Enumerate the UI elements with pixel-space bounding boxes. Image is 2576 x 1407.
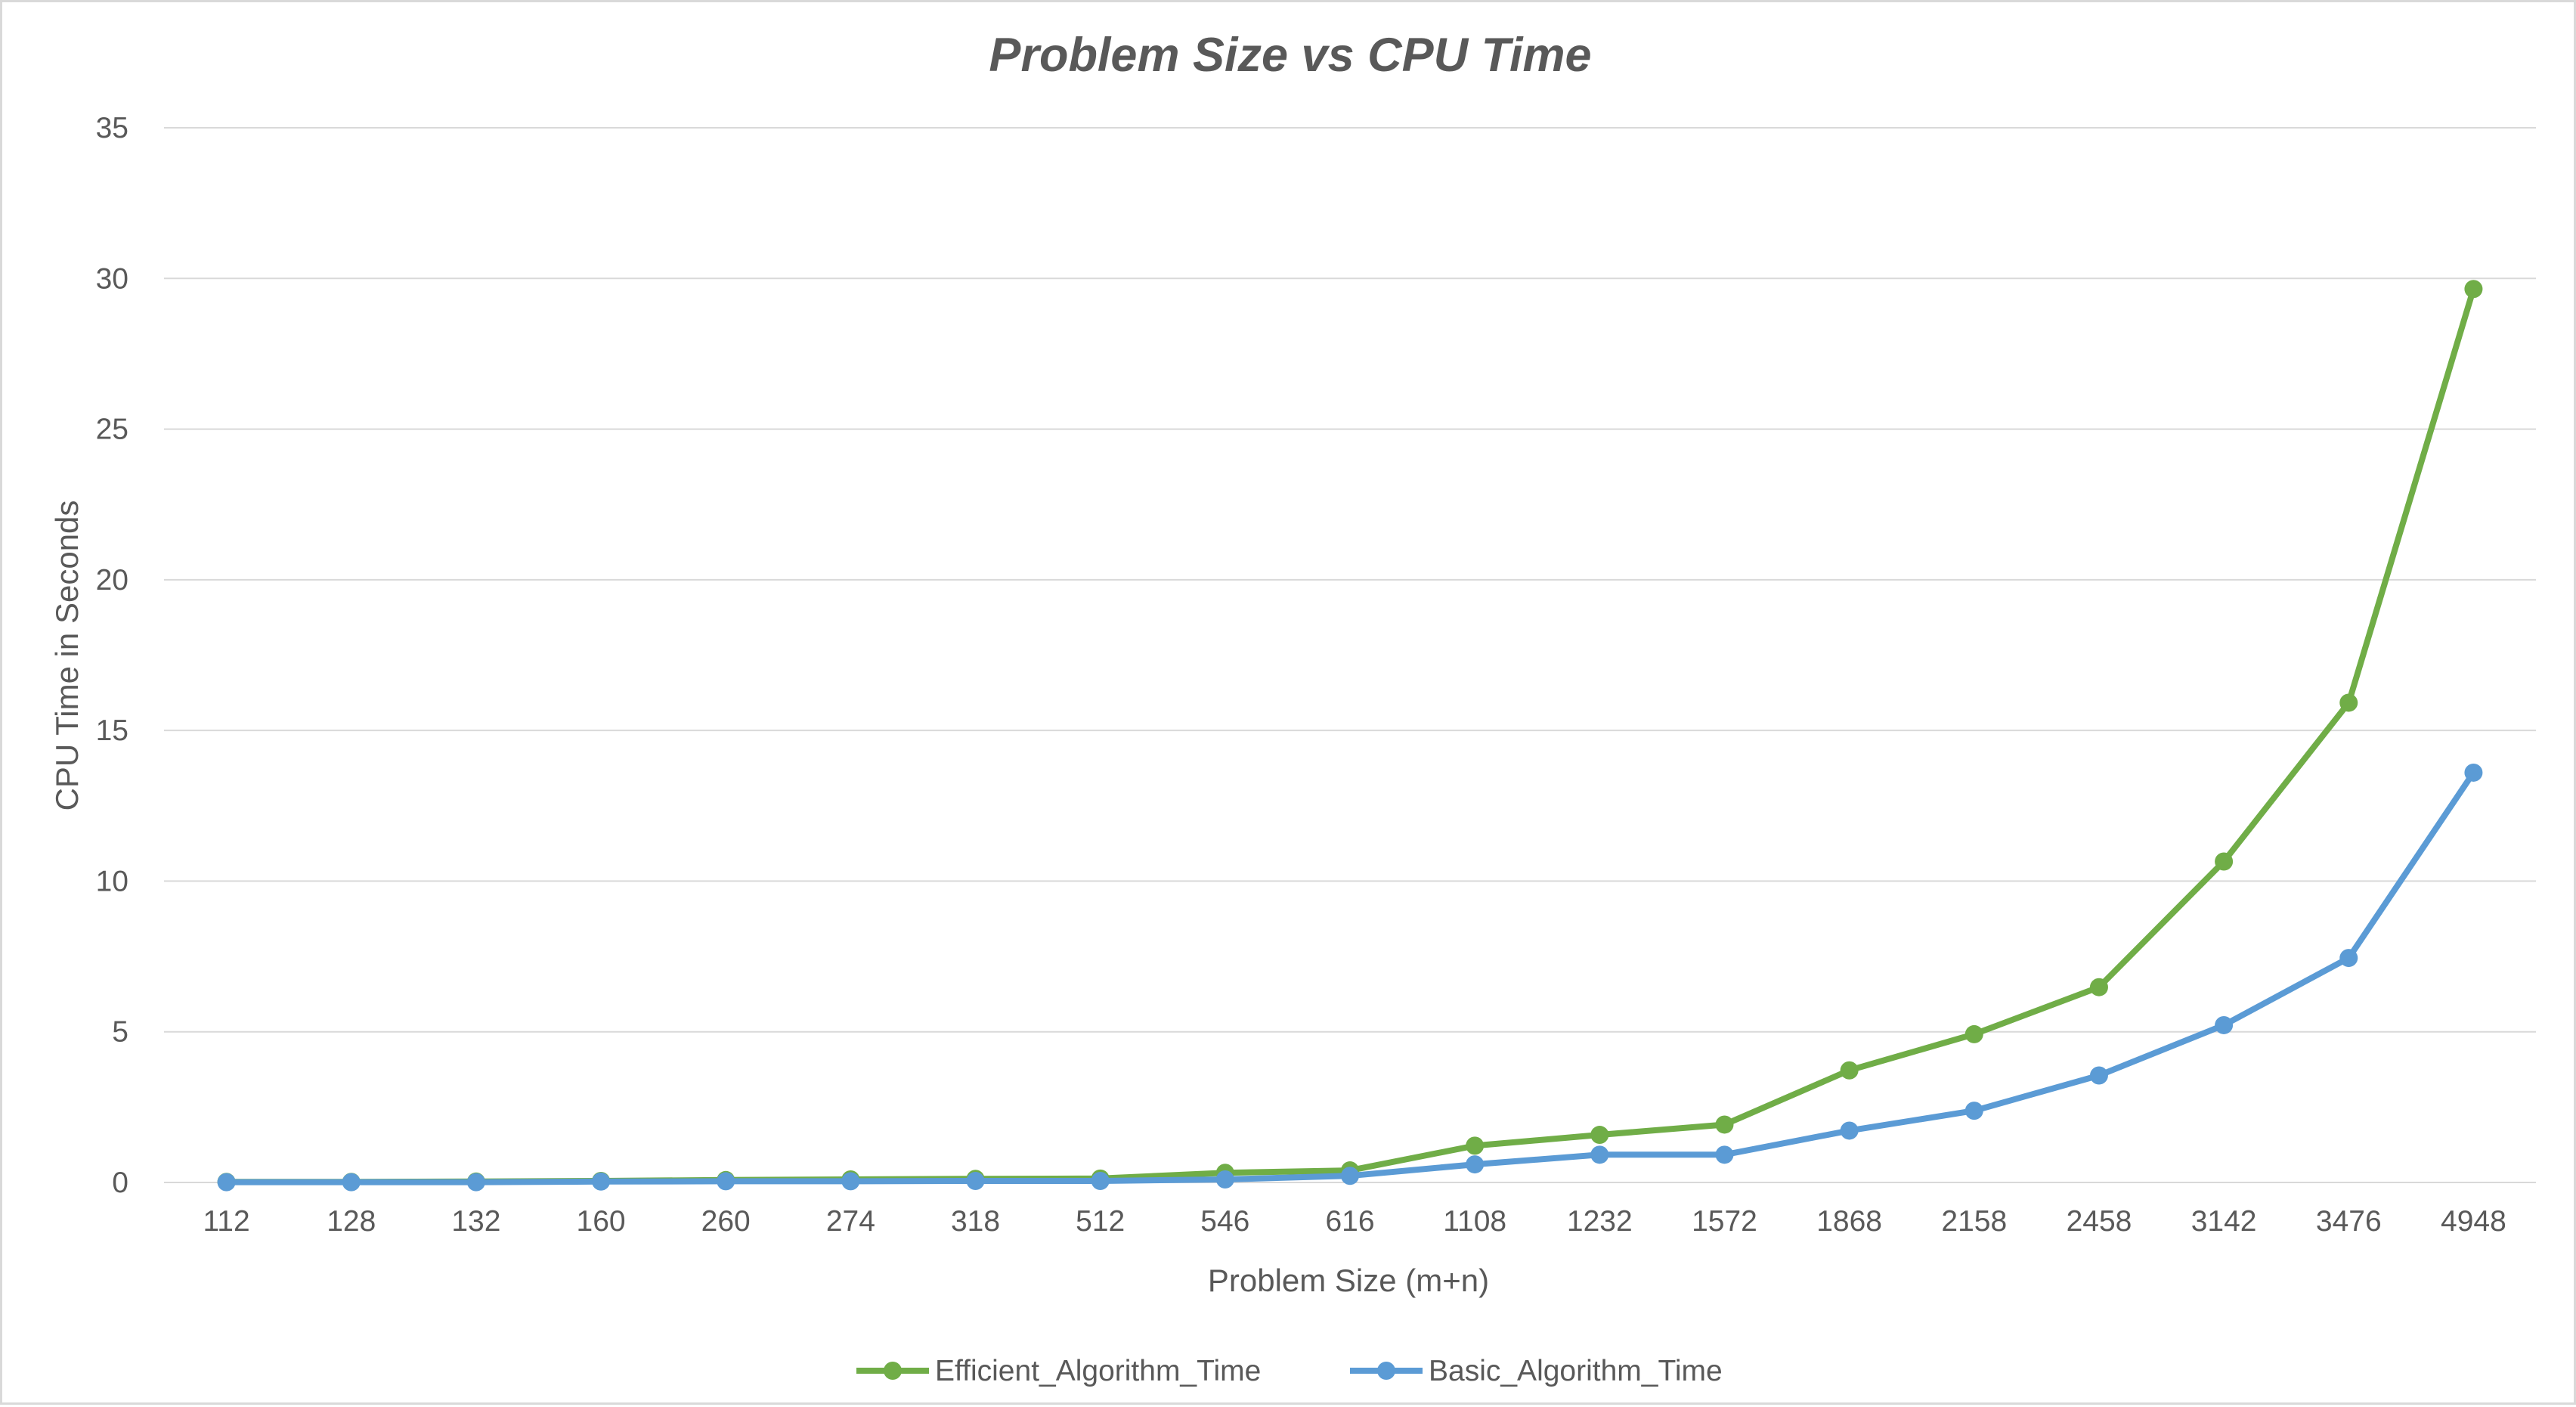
x-tick-label: 1108 [1443, 1205, 1506, 1238]
series-line [223, 286, 2477, 1185]
x-tick-label: 3142 [2191, 1205, 2257, 1238]
legend-label: Efficient_Algorithm_Time [935, 1355, 1261, 1387]
data-point [1466, 1155, 1485, 1174]
x-axis-title: Problem Size (m+n) [1208, 1263, 1489, 1298]
x-tick-label: 4948 [2441, 1205, 2506, 1238]
x-tick-label: 2158 [1941, 1205, 2007, 1238]
data-point [841, 1172, 860, 1191]
gridlines [164, 127, 2536, 1183]
data-point [966, 1172, 985, 1191]
data-point [1590, 1126, 1609, 1145]
data-point [2215, 1015, 2234, 1034]
data-point [2464, 280, 2483, 299]
y-tick-label: 10 [96, 865, 128, 897]
data-point [342, 1173, 361, 1192]
x-tick-label: 546 [1200, 1205, 1249, 1238]
data-point [1715, 1145, 1734, 1164]
legend-swatch-marker [884, 1362, 902, 1380]
data-point [1965, 1024, 1983, 1043]
x-tick-label: 128 [327, 1205, 376, 1238]
x-tick-label: 2458 [2067, 1205, 2132, 1238]
data-point [2089, 978, 2108, 996]
data-point [2339, 693, 2358, 712]
x-tick-label: 112 [203, 1205, 249, 1238]
data-point [1341, 1167, 1359, 1185]
y-axis-ticks: 0 5 10 15 20 25 30 35 [96, 112, 128, 1199]
y-tick-label: 35 [96, 112, 128, 144]
series-1 [217, 280, 2483, 1192]
series-group [217, 280, 2483, 1192]
x-tick-label: 160 [577, 1205, 626, 1238]
x-tick-label: 616 [1325, 1205, 1374, 1238]
chart-title: Problem Size vs CPU Time [989, 29, 1591, 82]
legend-item: Basic_Algorithm_Time [1350, 1355, 1723, 1387]
data-point [217, 1173, 236, 1192]
y-tick-label: 25 [96, 414, 128, 446]
data-point [2215, 852, 2234, 871]
x-tick-label: 274 [826, 1205, 875, 1238]
data-point [1965, 1102, 1983, 1120]
series-2 [217, 763, 2483, 1192]
data-point [1840, 1121, 1859, 1140]
data-point [1590, 1145, 1609, 1164]
data-point [2464, 763, 2483, 782]
y-tick-label: 15 [96, 714, 128, 747]
data-point [1091, 1172, 1110, 1191]
data-point [2339, 949, 2358, 968]
x-tick-label: 1572 [1692, 1205, 1757, 1238]
x-tick-label: 260 [701, 1205, 751, 1238]
data-point [2089, 1066, 2108, 1085]
data-point [1840, 1061, 1859, 1080]
data-point [1215, 1170, 1234, 1189]
x-tick-label: 1232 [1567, 1205, 1633, 1238]
legend-item: Efficient_Algorithm_Time [856, 1355, 1261, 1387]
x-tick-label: 512 [1076, 1205, 1125, 1238]
data-point [1466, 1136, 1485, 1155]
legend-swatch-marker [1377, 1362, 1395, 1380]
data-point [1715, 1115, 1734, 1134]
legend-label: Basic_Algorithm_Time [1429, 1355, 1723, 1387]
data-point [717, 1172, 735, 1191]
x-axis-ticks: 112 128 132 160 260 274 318 512 546 616 1108 1232 15… [203, 1205, 2506, 1238]
y-tick-label: 0 [112, 1167, 128, 1199]
x-tick-label: 1868 [1816, 1205, 1882, 1238]
x-tick-label: 132 [451, 1205, 500, 1238]
series-line [223, 769, 2477, 1185]
y-axis-title: CPU Time in Seconds [49, 501, 85, 811]
data-point [466, 1173, 485, 1192]
x-tick-label: 318 [951, 1205, 1000, 1238]
x-tick-label: 3476 [2316, 1205, 2382, 1238]
y-tick-label: 5 [112, 1016, 128, 1049]
y-tick-label: 20 [96, 564, 128, 597]
legend: Efficient_Algorithm_Time Basic_Algorithm_… [856, 1355, 1723, 1387]
y-tick-label: 30 [96, 262, 128, 295]
data-point [592, 1172, 611, 1191]
